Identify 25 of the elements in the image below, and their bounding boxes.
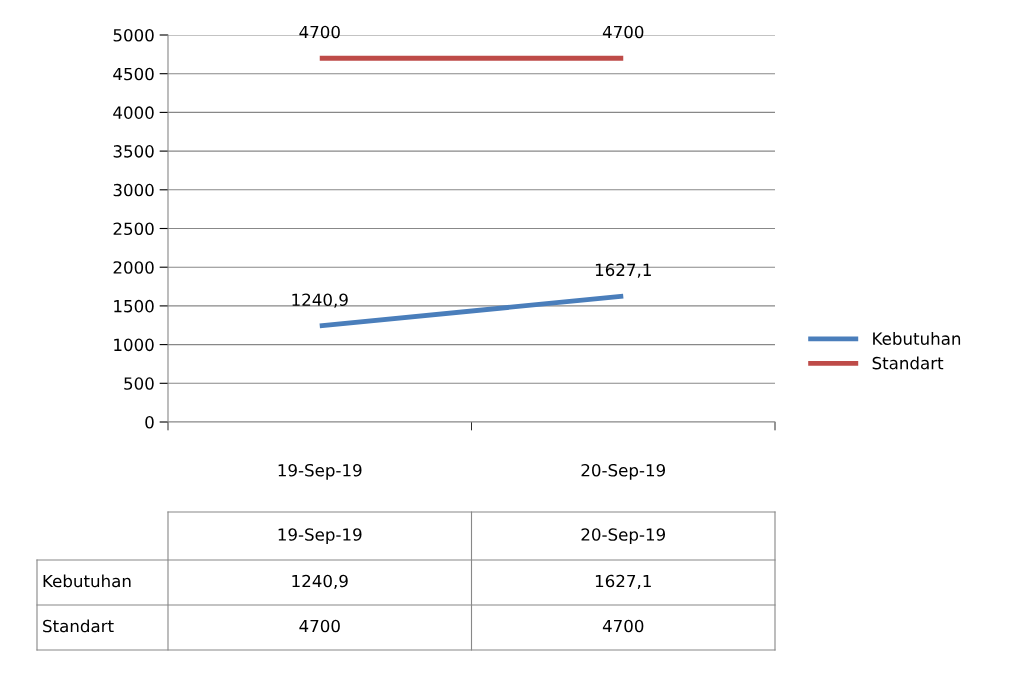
y-tick-label: 1500: [114, 299, 154, 313]
data-label: 1627,1: [595, 574, 651, 590]
text: 1240,9: [292, 293, 348, 308]
y-tick-label: 1000: [114, 338, 154, 352]
y-tick-label: 4000: [113, 106, 154, 119]
y-tick-label: 5000: [113, 28, 154, 42]
text: 4700: [299, 25, 340, 39]
category-label: 19-Sep-19: [278, 528, 362, 545]
legend-label: Standart: [872, 356, 944, 370]
y-tick-label: 0: [145, 415, 154, 429]
text: 1627,1: [595, 263, 651, 278]
y-tick-label: 2500: [113, 222, 154, 236]
data-label: 1240,9: [292, 574, 348, 590]
y-tick-label: 500: [124, 377, 154, 390]
y-tick-label: 4500: [113, 67, 154, 81]
text: Standart: [43, 619, 114, 633]
data-label: 4700: [299, 619, 340, 633]
text: Kebutuhan: [43, 574, 131, 588]
y-tick-label: 3000: [113, 183, 154, 197]
y-tick-label: 2000: [113, 261, 154, 274]
y-tick-label: 3500: [113, 145, 154, 158]
data-label: 4700: [602, 619, 644, 633]
category-label: 20-Sep-19: [581, 528, 665, 545]
text: 4700: [602, 25, 644, 39]
legend-label: Kebutuhan: [873, 332, 961, 345]
